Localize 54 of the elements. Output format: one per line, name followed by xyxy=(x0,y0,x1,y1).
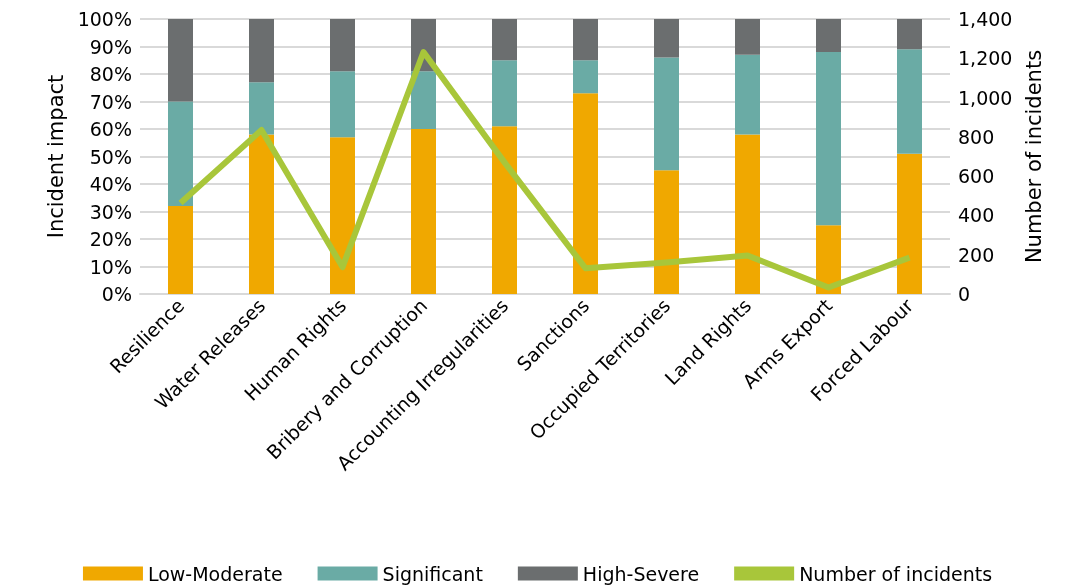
y2-tick-label: 1,200 xyxy=(958,47,1013,70)
legend-label: Low-Moderate xyxy=(147,562,283,585)
y2-tick-label: 1,000 xyxy=(958,86,1013,109)
bar xyxy=(735,19,760,55)
y2-tick-label: 400 xyxy=(958,204,995,227)
y2-tick-label: 800 xyxy=(958,125,995,148)
y-tick-label: 90% xyxy=(89,35,132,58)
y2-tick-label: 600 xyxy=(958,165,995,188)
bar xyxy=(330,137,355,294)
y-tick-label: 40% xyxy=(89,173,132,195)
y-tick-label: 50% xyxy=(89,145,132,168)
bar xyxy=(249,82,274,135)
bar xyxy=(573,60,598,94)
y-tick-label: 0% xyxy=(101,283,132,305)
legend-label: Significant xyxy=(382,562,483,585)
bar xyxy=(330,19,355,72)
bar xyxy=(168,19,193,102)
y2-tick-label: 200 xyxy=(958,243,995,266)
legend-label: High-Severe xyxy=(582,562,700,585)
y-tick-label: 60% xyxy=(89,118,132,140)
bar xyxy=(816,19,841,52)
bar xyxy=(654,19,679,58)
y2-axis-title: Number of incidents xyxy=(1021,49,1046,264)
bar xyxy=(897,49,922,154)
y-tick-label: 70% xyxy=(89,90,132,113)
bar xyxy=(330,71,355,138)
bar xyxy=(168,206,193,294)
y-tick-label: 80% xyxy=(89,63,132,85)
bar xyxy=(654,170,679,294)
y2-tick-label: 1,400 xyxy=(958,8,1013,30)
bar xyxy=(249,134,274,294)
legend-label: Number of incidents xyxy=(799,562,993,585)
bar xyxy=(735,134,760,294)
y-tick-label: 100% xyxy=(77,8,132,30)
bar xyxy=(492,126,517,294)
bar xyxy=(573,93,598,294)
bar xyxy=(411,71,436,129)
bar xyxy=(492,60,517,127)
bar xyxy=(654,57,679,171)
y-tick-label: 30% xyxy=(89,200,132,223)
bar xyxy=(735,54,760,135)
bar xyxy=(411,129,436,294)
bar xyxy=(816,52,841,226)
y-tick-label: 20% xyxy=(89,228,132,250)
y2-tick-label: 0 xyxy=(958,283,971,305)
bar xyxy=(816,225,841,294)
bar xyxy=(168,101,193,206)
y-axis-title: Incident impact xyxy=(44,74,69,239)
bar xyxy=(573,19,598,61)
y-tick-label: 10% xyxy=(89,255,132,278)
bar xyxy=(492,19,517,61)
bar xyxy=(249,19,274,83)
bar xyxy=(897,19,922,50)
bar xyxy=(897,153,922,294)
